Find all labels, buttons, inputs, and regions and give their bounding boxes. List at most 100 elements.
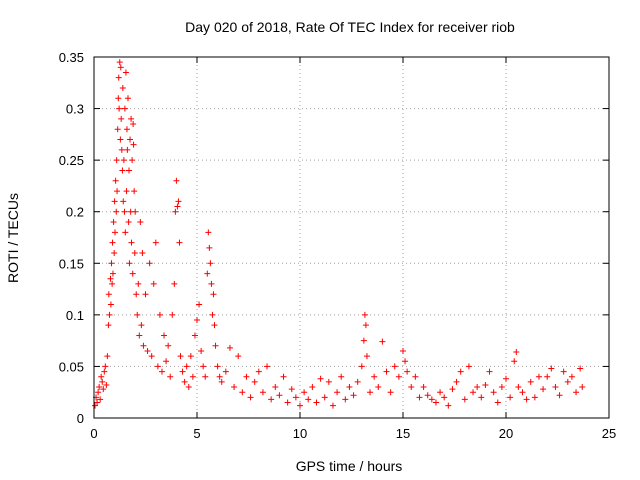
data-point <box>172 208 179 215</box>
data-point <box>400 347 406 354</box>
data-point <box>362 322 369 329</box>
data-point <box>99 378 106 385</box>
data-point <box>268 396 275 403</box>
data-point <box>206 244 213 251</box>
data-point <box>109 280 116 287</box>
data-point <box>259 389 266 396</box>
data-point <box>163 358 170 365</box>
data-point <box>313 399 320 406</box>
data-point <box>104 353 111 360</box>
x-tick-label: 20 <box>499 426 513 441</box>
data-point <box>247 394 254 401</box>
data-point <box>115 95 122 102</box>
data-point <box>158 368 165 375</box>
data-point <box>194 317 200 324</box>
data-point <box>115 74 122 81</box>
data-point <box>152 239 159 246</box>
data-point <box>445 402 452 409</box>
data-point <box>540 386 547 393</box>
y-tick-label: 0.15 <box>59 256 84 271</box>
data-point <box>114 126 121 133</box>
data-point <box>404 368 411 375</box>
data-point <box>118 146 125 153</box>
data-point <box>107 301 114 308</box>
data-point <box>161 332 168 339</box>
data-point <box>218 378 225 385</box>
data-point <box>579 384 586 391</box>
data-point <box>264 363 271 370</box>
x-tick-label: 15 <box>396 426 410 441</box>
data-point <box>301 389 308 396</box>
data-point <box>461 396 468 403</box>
data-point <box>453 378 460 385</box>
data-point <box>123 126 130 133</box>
data-point <box>120 157 127 164</box>
data-point <box>122 69 129 76</box>
data-point <box>207 260 214 267</box>
y-tick-label: 0.3 <box>66 102 84 117</box>
data-point <box>395 373 402 380</box>
x-tick-label: 0 <box>90 426 97 441</box>
data-point <box>535 373 542 380</box>
data-point <box>98 373 105 380</box>
data-point <box>103 381 110 388</box>
data-point <box>470 389 477 396</box>
data-point <box>544 373 551 380</box>
data-point <box>214 363 221 370</box>
data-point <box>309 384 316 391</box>
data-point <box>117 64 124 71</box>
data-point <box>280 373 287 380</box>
data-point <box>127 136 134 143</box>
x-tick-label: 10 <box>293 426 307 441</box>
data-point <box>154 363 161 370</box>
plot-frame <box>93 56 610 419</box>
data-point <box>138 322 145 329</box>
data-point <box>146 260 153 267</box>
y-tick-label: 0.05 <box>59 359 84 374</box>
data-point <box>552 384 559 391</box>
data-point <box>156 311 163 318</box>
data-point <box>109 270 116 277</box>
data-point <box>424 392 431 399</box>
data-point <box>148 353 155 360</box>
data-point <box>292 394 299 401</box>
data-point <box>118 115 125 122</box>
data-point <box>507 394 514 401</box>
data-point <box>334 389 341 396</box>
data-point <box>125 219 132 226</box>
data-point <box>325 378 332 385</box>
data-point <box>185 384 192 391</box>
data-point <box>371 373 378 380</box>
data-point <box>116 105 123 112</box>
data-point <box>205 229 212 236</box>
data-point <box>412 373 419 380</box>
data-point <box>211 322 218 329</box>
data-point <box>402 358 409 365</box>
data-point <box>486 368 493 375</box>
data-point <box>135 280 142 287</box>
data-point <box>136 332 143 339</box>
data-point <box>189 373 196 380</box>
data-point <box>222 368 229 375</box>
data-point <box>120 198 127 205</box>
data-point <box>284 399 291 406</box>
data-point <box>408 384 415 391</box>
y-tick-label: 0 <box>77 411 84 426</box>
data-point <box>465 363 472 370</box>
data-point <box>92 402 99 409</box>
data-point <box>243 373 250 380</box>
grid <box>94 57 609 418</box>
data-point <box>96 384 103 391</box>
data-point <box>350 392 357 399</box>
data-point <box>361 311 368 318</box>
data-point <box>128 239 135 246</box>
data-point <box>375 384 382 391</box>
data-point <box>165 342 172 349</box>
data-point <box>131 188 138 195</box>
data-point <box>167 373 174 380</box>
data-point <box>128 115 135 122</box>
data-point <box>129 270 136 277</box>
data-point <box>494 399 501 406</box>
data-point <box>131 249 138 256</box>
data-point <box>564 378 571 385</box>
